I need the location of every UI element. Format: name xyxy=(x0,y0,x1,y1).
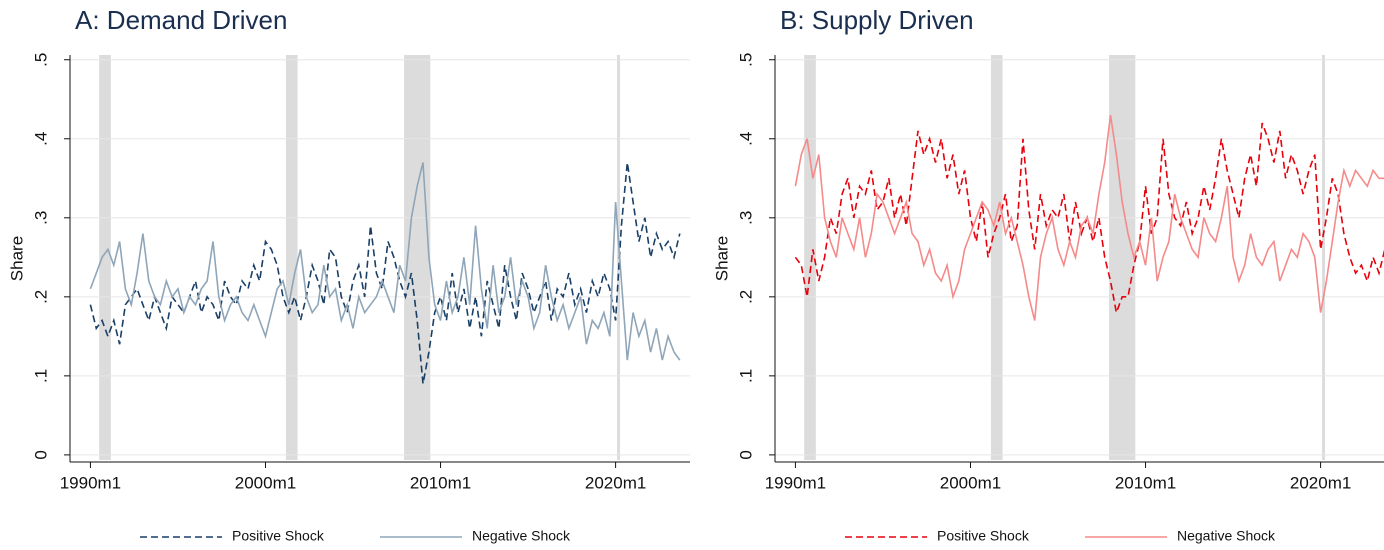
series-line xyxy=(794,114,1384,321)
recession-band xyxy=(617,55,620,460)
series-line xyxy=(794,122,1384,316)
y-tick-label: .1 xyxy=(736,369,755,383)
y-tick-label: .2 xyxy=(31,290,50,304)
x-tick-label: 2000m1 xyxy=(940,473,1001,492)
series-line xyxy=(89,162,681,361)
recession-band xyxy=(990,55,1003,460)
x-tick-label: 1990m1 xyxy=(765,473,826,492)
legend-label: Negative Shock xyxy=(1177,528,1276,544)
x-tick-label: 2020m1 xyxy=(585,473,646,492)
recession-band xyxy=(804,55,816,460)
chart-title: B: Supply Driven xyxy=(780,5,974,35)
y-tick-label: .4 xyxy=(736,132,755,146)
recession-band xyxy=(285,55,298,460)
y-tick-label: .3 xyxy=(31,211,50,225)
series-line xyxy=(89,162,681,384)
x-tick-label: 2010m1 xyxy=(410,473,471,492)
x-tick-label: 2000m1 xyxy=(235,473,296,492)
y-axis-label: Share xyxy=(712,236,731,281)
y-tick-label: 0 xyxy=(736,450,755,459)
y-axis-label: Share xyxy=(7,236,26,281)
y-tick-label: .5 xyxy=(736,53,755,67)
y-tick-label: .2 xyxy=(736,290,755,304)
y-tick-label: .5 xyxy=(31,53,50,67)
y-tick-label: .1 xyxy=(31,369,50,383)
y-tick-label: 0 xyxy=(31,450,50,459)
recession-band xyxy=(99,55,111,460)
x-tick-label: 2010m1 xyxy=(1115,473,1176,492)
recession-band xyxy=(1109,55,1136,460)
legend-label: Positive Shock xyxy=(232,528,325,544)
chart-title: A: Demand Driven xyxy=(75,5,287,35)
legend-label: Positive Shock xyxy=(937,528,1030,544)
x-tick-label: 2020m1 xyxy=(1290,473,1351,492)
x-tick-label: 1990m1 xyxy=(60,473,121,492)
y-tick-label: .4 xyxy=(31,132,50,146)
legend-label: Negative Shock xyxy=(472,528,571,544)
y-tick-label: .3 xyxy=(736,211,755,225)
recession-band xyxy=(1322,55,1325,460)
